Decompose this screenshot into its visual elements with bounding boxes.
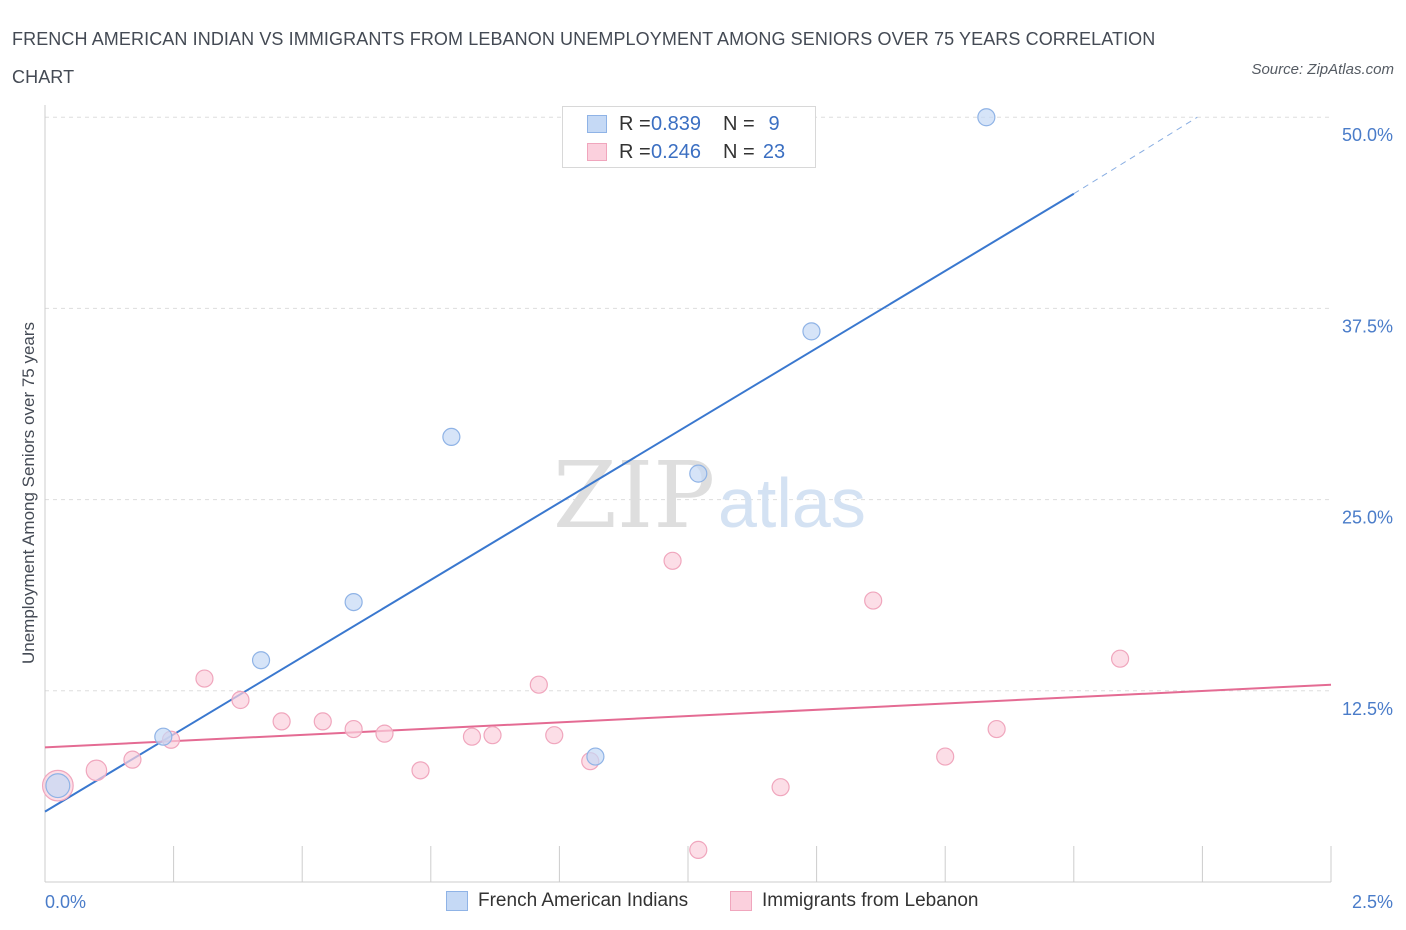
r-label: R =: [619, 140, 651, 163]
stats-legend-row-blue: R = 0.839 N = 9: [587, 111, 789, 137]
n-label: N =: [723, 140, 755, 163]
data-points: [41, 108, 1130, 859]
legend-item-french-american-indians: French American Indians: [446, 890, 688, 912]
point-immigrants-from-lebanon: [663, 551, 682, 570]
tick-labels: 12.5% 25.0% 37.5% 50.0% 0.0% 2.5%: [45, 125, 1393, 912]
legend-swatch-blue: [446, 891, 468, 911]
n-value: 9: [768, 112, 780, 135]
y-tick-label: 50.0%: [1342, 125, 1393, 145]
stats-legend-row-pink: R = 0.246 N = 23: [587, 139, 789, 165]
pink-swatch: [587, 143, 607, 161]
y-tick-label: 12.5%: [1342, 699, 1393, 719]
point-immigrants-from-lebanon: [272, 712, 291, 731]
point-french-american-indians: [802, 322, 821, 341]
point-immigrants-from-lebanon: [529, 675, 548, 694]
point-immigrants-from-lebanon: [313, 712, 332, 731]
trend-line-immigrants-from-lebanon: [44, 683, 1332, 749]
point-french-american-indians: [586, 747, 605, 766]
stats-legend: R = 0.839 N = 9 R = 0.246 N = 23: [562, 106, 816, 168]
chart-title: FRENCH AMERICAN INDIAN VS IMMIGRANTS FRO…: [12, 29, 1156, 87]
point-immigrants-from-lebanon: [411, 761, 430, 780]
watermark-zip: ZIP: [553, 442, 715, 549]
trend-line-french-american-indians: [44, 192, 1075, 813]
point-immigrants-from-lebanon: [483, 726, 502, 745]
r-value: 0.246: [651, 140, 702, 163]
series-legend: French American Indians Immigrants from …: [0, 890, 1406, 916]
point-immigrants-from-lebanon: [987, 719, 1006, 739]
point-immigrants-from-lebanon: [344, 719, 363, 739]
chart-source: Source: ZipAtlas.com: [1251, 61, 1394, 78]
point-immigrants-from-lebanon: [936, 747, 955, 766]
point-immigrants-from-lebanon: [462, 727, 482, 746]
point-immigrants-from-lebanon: [689, 840, 708, 859]
axes: [44, 105, 1332, 883]
point-french-american-indians: [154, 727, 173, 746]
trend-line-extension-dashed: [1073, 116, 1198, 195]
n-label: N =: [723, 112, 755, 135]
point-french-american-indians: [689, 464, 708, 483]
point-immigrants-from-lebanon: [771, 778, 790, 797]
legend-label: French American Indians: [478, 890, 689, 911]
watermark: ZIP atlas: [553, 442, 866, 549]
point-french-american-indians: [977, 108, 996, 127]
trend-lines: [44, 116, 1332, 813]
watermark-atlas: atlas: [718, 464, 866, 542]
point-immigrants-from-lebanon: [123, 750, 142, 769]
legend-swatch-pink: [730, 891, 752, 911]
point-french-american-indians: [45, 773, 71, 799]
gridlines: [45, 116, 1331, 692]
point-immigrants-from-lebanon: [231, 690, 250, 710]
point-immigrants-from-lebanon: [195, 669, 214, 688]
n-value: 23: [762, 140, 786, 163]
y-tick-label: 37.5%: [1342, 316, 1393, 336]
r-value: 0.839: [651, 112, 702, 135]
point-immigrants-from-lebanon: [1110, 649, 1130, 668]
point-french-american-indians: [442, 427, 461, 447]
point-french-american-indians: [251, 651, 271, 670]
y-axis-title: Unemployment Among Seniors over 75 years: [19, 322, 38, 664]
x-tick-label: 0.0%: [45, 892, 86, 912]
r-label: R =: [619, 112, 651, 135]
legend-item-immigrants-from-lebanon: Immigrants from Lebanon: [730, 890, 979, 912]
y-axis-label: Unemployment Among Seniors over 75 years: [19, 322, 38, 664]
point-immigrants-from-lebanon: [85, 759, 108, 782]
y-tick-label: 25.0%: [1342, 508, 1393, 528]
point-french-american-indians: [344, 592, 363, 612]
legend-label: Immigrants from Lebanon: [762, 890, 979, 911]
x-tick-label: 2.5%: [1352, 892, 1393, 912]
point-immigrants-from-lebanon: [864, 591, 883, 610]
point-immigrants-from-lebanon: [375, 724, 394, 743]
blue-swatch: [587, 115, 607, 133]
point-immigrants-from-lebanon: [545, 726, 564, 745]
